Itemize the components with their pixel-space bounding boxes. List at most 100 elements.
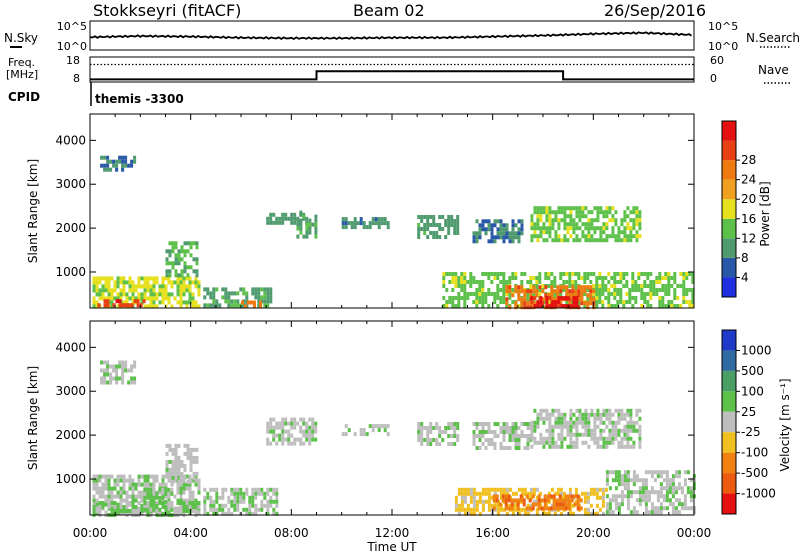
- data-cell: [505, 301, 509, 306]
- data-cell: [617, 444, 621, 449]
- data-cell: [110, 300, 114, 305]
- data-cell: [545, 412, 549, 417]
- data-cell: [557, 408, 561, 413]
- data-cell: [623, 210, 627, 215]
- data-cell: [195, 455, 199, 460]
- data-cell: [168, 443, 172, 448]
- data-cell: [499, 227, 503, 232]
- data-cell: [587, 412, 591, 417]
- data-cell: [487, 304, 491, 308]
- data-cell: [560, 428, 564, 433]
- data-cell: [263, 299, 267, 304]
- data-cell: [284, 429, 288, 434]
- data-cell: [450, 223, 454, 227]
- data-cell: [113, 494, 117, 499]
- data-cell: [583, 511, 587, 516]
- data-cell: [635, 420, 639, 425]
- data-cell: [496, 422, 500, 426]
- data-cell: [584, 408, 588, 413]
- data-cell: [556, 491, 560, 496]
- data-cell: [596, 416, 600, 421]
- data-cell: [420, 422, 424, 426]
- data-cell: [557, 206, 561, 211]
- data-cell: [514, 438, 518, 442]
- data-cell: [565, 272, 569, 276]
- data-cell: [623, 478, 627, 483]
- data-cell: [510, 506, 514, 511]
- data-cell: [557, 412, 561, 417]
- data-cell: [661, 296, 665, 300]
- data-cell: [579, 506, 583, 511]
- data-cell: [683, 470, 687, 475]
- data-cell: [517, 487, 521, 492]
- data-cell: [106, 360, 110, 365]
- data-cell: [152, 292, 156, 297]
- data-cell: [499, 446, 503, 450]
- data-cell: [98, 505, 102, 509]
- data-cell: [188, 486, 192, 491]
- data-cell: [595, 487, 599, 492]
- data-cell: [104, 510, 108, 515]
- data-cell: [143, 296, 147, 301]
- x-tick-label: 00:00: [677, 526, 712, 540]
- data-cell: [560, 412, 564, 417]
- data-cell: [445, 272, 449, 276]
- data-cell: [554, 300, 558, 305]
- data-cell: [188, 288, 192, 293]
- data-cell: [269, 503, 273, 508]
- colorbar-segment: [722, 493, 736, 514]
- data-cell: [536, 416, 540, 421]
- data-cell: [429, 426, 433, 430]
- data-cell: [538, 491, 542, 496]
- data-cell: [350, 225, 354, 230]
- data-cell: [569, 416, 573, 421]
- data-cell: [593, 420, 597, 425]
- data-cell: [296, 234, 300, 239]
- data-cell: [251, 491, 255, 496]
- data-cell: [626, 506, 630, 511]
- data-cell: [453, 223, 457, 227]
- data-cell: [168, 253, 172, 258]
- data-cell: [593, 436, 597, 441]
- data-cell: [640, 304, 644, 308]
- data-cell: [484, 219, 488, 224]
- data-cell: [197, 288, 201, 293]
- data-cell: [183, 463, 187, 468]
- data-cell: [124, 155, 128, 160]
- data-cell: [212, 295, 216, 300]
- data-cell: [167, 300, 171, 305]
- data-cell: [441, 215, 445, 219]
- data-cell: [632, 506, 636, 511]
- data-cell: [444, 223, 448, 227]
- data-cell: [608, 420, 612, 425]
- data-cell: [116, 509, 120, 513]
- data-cell: [435, 231, 439, 235]
- data-cell: [691, 296, 695, 300]
- data-cell: [553, 276, 557, 280]
- data-cell: [643, 292, 647, 296]
- data-cell: [573, 502, 577, 507]
- data-cell: [554, 210, 558, 215]
- data-cell: [670, 300, 674, 304]
- data-cell: [236, 299, 240, 304]
- data-cell: [549, 506, 553, 511]
- data-cell: [95, 284, 99, 289]
- data-cell: [548, 304, 552, 309]
- data-cell: [487, 239, 491, 244]
- data-cell: [598, 296, 602, 300]
- data-cell: [599, 226, 603, 231]
- data-cell: [194, 478, 198, 483]
- data-cell: [602, 238, 606, 243]
- data-cell: [496, 276, 500, 280]
- nsky-tick-bottom: 10^0: [57, 40, 87, 53]
- data-cell: [131, 300, 135, 305]
- data-cell: [460, 284, 464, 288]
- data-cell: [121, 364, 125, 369]
- data-cell: [557, 226, 561, 231]
- data-cell: [580, 297, 584, 302]
- data-cell: [188, 284, 192, 289]
- data-cell: [92, 304, 96, 309]
- data-cell: [526, 503, 530, 508]
- data-cell: [611, 498, 615, 503]
- data-cell: [487, 507, 491, 512]
